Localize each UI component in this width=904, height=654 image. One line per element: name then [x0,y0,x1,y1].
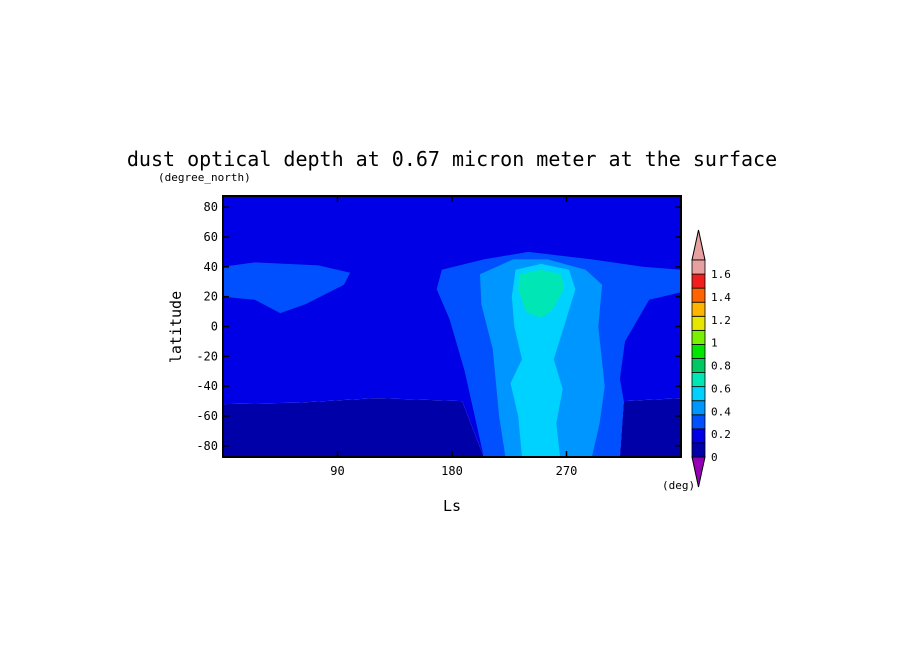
colorbar-over-arrow [691,229,706,261]
colorbar-swatch [691,315,706,331]
y-tick-label: -40 [196,379,218,393]
plot-area [223,196,681,457]
colorbar-swatch [691,386,706,402]
colorbar-swatch [691,442,706,458]
colorbar-swatch [691,329,706,345]
colorbar-swatch [691,428,706,444]
x-axis-label: Ls [443,497,461,515]
colorbar: 0 0.2 0.4 0.6 0.8 1 1.2 1.4 1.6 [691,229,731,488]
colorbar-tick-label: 1 [711,337,718,350]
colorbar-tick-label: 0.4 [711,405,731,418]
colorbar-tick-label: 0.8 [711,360,731,373]
colorbar-swatch [691,301,706,317]
colorbar-swatch [691,358,706,373]
y-tick-label: 20 [204,290,218,304]
colorbar-tick-label: 0.6 [711,382,731,395]
contour-region-5 [510,263,576,457]
colorbar-swatch [691,259,706,275]
y-axis-unit: (degree_north) [158,171,251,184]
chart-title: dust optical depth at 0.67 micron meter … [127,147,777,171]
x-axis: 90 180 270 [330,196,577,478]
colorbar-swatch [691,414,706,430]
x-tick-label: 270 [556,464,578,478]
colorbar-tick-label: 1.2 [711,314,731,327]
x-tick-label: 90 [330,464,344,478]
colorbar-tick-label: 1.6 [711,268,731,281]
colorbar-swatch [691,287,706,303]
colorbar-swatch [691,273,706,289]
y-tick-label: 60 [204,230,218,244]
colorbar-swatch [691,344,706,359]
colorbar-tick-label: 0 [711,451,718,464]
contour-region-0 [223,398,681,457]
y-tick-label: -80 [196,439,218,453]
colorbar-tick-label: 1.4 [711,291,731,304]
colorbar-swatch [691,400,706,416]
y-tick-label: 0 [211,320,218,334]
colorbar-swatch [691,372,706,388]
contour-region-6 [518,269,564,318]
contour-region-2 [223,262,351,314]
y-axis-label: latitude [167,291,185,363]
x-tick-label: 180 [441,464,463,478]
y-tick-label: 80 [204,200,218,214]
y-tick-label: -20 [196,349,218,363]
colorbar-tick-label: 0.2 [711,428,731,441]
y-axis: 80 60 40 20 0 -20 -40 -60 -80 [196,200,681,453]
y-tick-label: 40 [204,260,218,274]
y-tick-label: -60 [196,409,218,423]
colorbar-unit: (deg) [662,479,695,492]
